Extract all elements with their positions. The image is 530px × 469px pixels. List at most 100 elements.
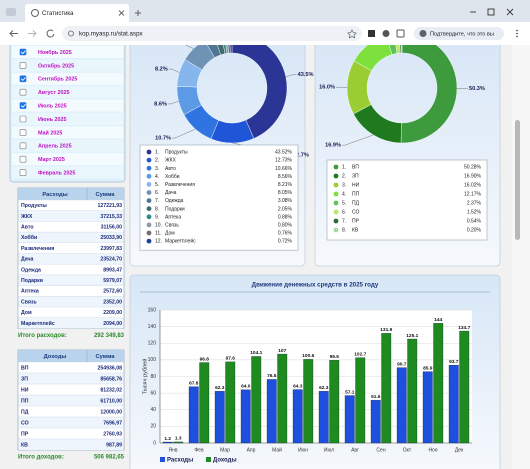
table-row xyxy=(18,242,124,254)
address-bar[interactable] xyxy=(62,26,362,41)
bar-value-label: 62.3 xyxy=(215,385,225,391)
y-axis-label: Тысяч рублей xyxy=(141,359,148,395)
month-label[interactable]: Июнь 2025 xyxy=(38,117,67,123)
bar xyxy=(459,330,470,444)
table-cell-name: ПП xyxy=(21,398,29,404)
legend-value: 12.73% xyxy=(275,158,293,164)
bar xyxy=(407,338,418,444)
bar xyxy=(329,360,340,444)
table-header-cell: Доходы xyxy=(44,354,67,360)
tab-close[interactable] xyxy=(118,10,125,16)
bar-value-label: 104.1 xyxy=(250,350,262,356)
x-tick-label: Июн xyxy=(298,447,308,453)
legend-label: Дача xyxy=(165,190,177,196)
table-cell-name: Дом xyxy=(21,310,32,316)
legend-value: 43.52% xyxy=(275,150,293,156)
month-checkbox[interactable] xyxy=(19,62,27,69)
table-cell-name: Дача xyxy=(21,257,33,263)
table-row xyxy=(18,395,124,406)
month-row xyxy=(12,72,123,85)
table-row xyxy=(18,307,124,318)
month-label[interactable]: Август 2025 xyxy=(38,90,69,96)
legend-value: 16.90% xyxy=(464,174,482,180)
profile-icon xyxy=(419,30,427,37)
table-header-cell: Сумма xyxy=(95,354,115,360)
bar-value-label: 125.1 xyxy=(406,333,418,339)
table-cell-name: Хобби xyxy=(21,234,37,241)
legend-number: 1. xyxy=(342,165,346,171)
table-row xyxy=(18,439,124,450)
month-checkbox[interactable] xyxy=(19,129,27,136)
legend-swatch xyxy=(333,182,339,188)
legend-swatch xyxy=(146,222,152,228)
bar xyxy=(422,371,433,444)
y-tick-label: 0 xyxy=(153,440,156,446)
back-button[interactable] xyxy=(9,30,18,37)
close-window-button[interactable] xyxy=(506,8,514,16)
table-cell-name: СО xyxy=(21,420,29,426)
slice-label: 16.9% xyxy=(325,143,341,149)
table-cell-value: 12000,00 xyxy=(100,409,122,415)
maximize-button[interactable] xyxy=(487,8,495,16)
month-label[interactable]: Октябрь 2025 xyxy=(38,62,74,69)
legend-box xyxy=(139,144,299,251)
month-checkbox[interactable] xyxy=(19,102,27,109)
active-tab[interactable] xyxy=(25,4,129,22)
extension-icon[interactable] xyxy=(382,30,390,37)
legend-label: СО xyxy=(352,210,360,216)
donut-slice xyxy=(353,45,393,72)
x-tick-label: Сен xyxy=(376,447,385,453)
month-row xyxy=(12,126,123,139)
month-checkbox[interactable] xyxy=(19,155,27,163)
extension-icon[interactable] xyxy=(368,30,375,37)
table-row xyxy=(18,253,124,265)
menu-dot[interactable] xyxy=(516,35,518,38)
month-label[interactable]: Сентябрь 2025 xyxy=(38,76,77,83)
bar xyxy=(199,362,210,444)
bar-value-label: 1.2 xyxy=(164,436,171,442)
legend-label: Дом xyxy=(165,231,175,237)
month-label[interactable]: Июль 2025 xyxy=(38,104,67,110)
month-row xyxy=(12,59,123,72)
table-cell-value: 85658,76 xyxy=(100,376,122,382)
month-label[interactable]: Март 2025 xyxy=(38,157,65,163)
scrollbar-thumb[interactable] xyxy=(515,120,520,240)
tab-search-button[interactable] xyxy=(6,8,16,16)
leader-line xyxy=(172,128,196,139)
x-tick-label: Фев xyxy=(194,447,204,453)
month-label[interactable]: Ноябрь 2025 xyxy=(38,49,72,56)
site-info-icon[interactable] xyxy=(68,30,74,37)
table-cell-value: 2352,00 xyxy=(103,299,122,305)
bar xyxy=(318,391,329,444)
bookmark-star[interactable] xyxy=(347,29,357,39)
month-label[interactable]: Май 2025 xyxy=(38,129,62,136)
month-checkbox[interactable] xyxy=(19,48,27,56)
menu-dot[interactable] xyxy=(516,29,518,32)
table-row xyxy=(18,428,124,439)
menu-dot[interactable] xyxy=(516,32,518,35)
legend-label: ЗП xyxy=(352,174,359,180)
reload-button[interactable] xyxy=(46,29,55,38)
bar-value-label: 62.3 xyxy=(319,385,329,391)
month-label[interactable]: Апрель 2025 xyxy=(38,144,72,150)
table-row xyxy=(18,362,124,373)
bar xyxy=(396,367,407,444)
legend-label: КВ xyxy=(352,228,359,234)
forward-button[interactable] xyxy=(28,30,37,37)
month-checkbox[interactable] xyxy=(19,169,27,176)
month-label[interactable]: Февраль 2025 xyxy=(38,171,75,177)
legend-number: 1. xyxy=(155,150,159,156)
bar xyxy=(214,391,225,444)
extensions-button[interactable] xyxy=(396,29,405,38)
profile-button[interactable] xyxy=(414,27,504,40)
table-cell-name: Одежда xyxy=(21,267,41,273)
month-checkbox[interactable] xyxy=(19,142,27,150)
month-checkbox[interactable] xyxy=(19,75,27,83)
y-tick-label: 120 xyxy=(148,341,157,347)
legend-value: 3.08% xyxy=(278,198,293,204)
new-tab-button[interactable] xyxy=(135,10,141,16)
month-checkbox[interactable] xyxy=(19,115,27,123)
table-row xyxy=(18,274,124,286)
bar xyxy=(344,395,355,444)
month-checkbox[interactable] xyxy=(19,88,27,96)
